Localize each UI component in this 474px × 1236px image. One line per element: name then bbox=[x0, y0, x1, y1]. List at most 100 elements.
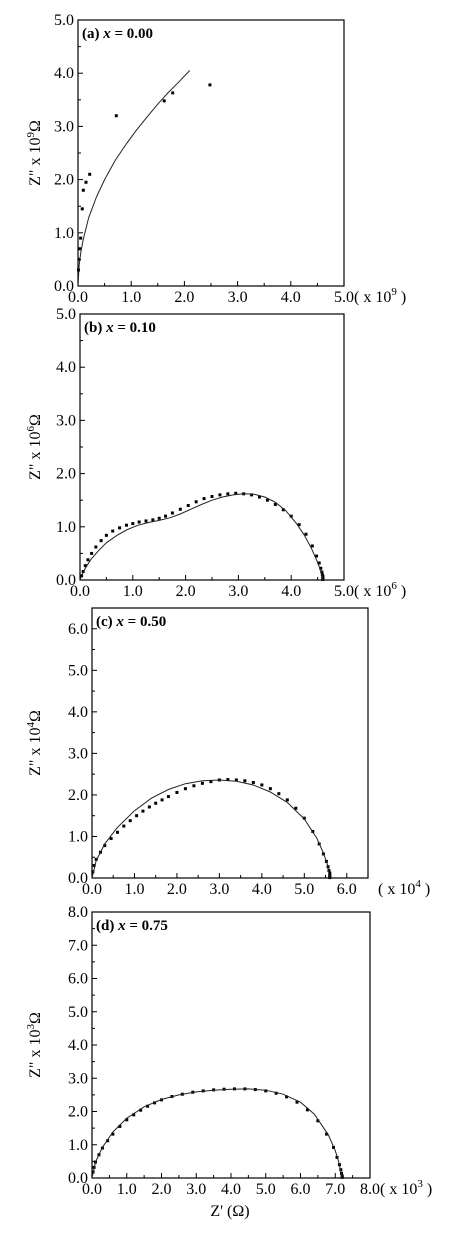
panel-b-data-point bbox=[250, 493, 254, 497]
panel-b-label: (b) x = 0.10 bbox=[84, 320, 156, 336]
panel-c-y-tick-label: 3.0 bbox=[68, 745, 88, 762]
panel-c-y-tick-label: 2.0 bbox=[68, 787, 88, 804]
panel-c-y-tick-label: 4.0 bbox=[68, 704, 88, 721]
panel-b-x-tick-label: 0.0 bbox=[70, 583, 90, 600]
panel-b-data-point bbox=[170, 511, 174, 515]
panel-b-data-point bbox=[281, 508, 285, 512]
panel-d-y-tick-label: 5.0 bbox=[68, 1004, 88, 1021]
panel-c-label: (c) x = 0.50 bbox=[96, 614, 166, 630]
panel-b-data-point bbox=[151, 518, 155, 522]
panel-c-y-tick-label: 5.0 bbox=[68, 662, 88, 679]
panel-c-y-tick-label: 0.0 bbox=[68, 870, 88, 887]
panel-c-x-tick-label: 3.0 bbox=[209, 881, 229, 898]
panel-c-x-unit: ( x 104 ) bbox=[378, 878, 430, 898]
panel-b-data-point bbox=[289, 514, 293, 518]
panel-d-y-tick-label: 6.0 bbox=[68, 971, 88, 988]
panel-d-frame bbox=[91, 911, 371, 1179]
panel-c-data-point bbox=[192, 784, 196, 788]
panel-d-y-tick-label: 4.0 bbox=[68, 1037, 88, 1054]
panel-b-data-point bbox=[90, 551, 94, 555]
panel-b-data-point bbox=[157, 516, 161, 520]
panel-d-x-tick-label: 6.0 bbox=[291, 1181, 311, 1198]
panel-b-x-tick-label: 4.0 bbox=[281, 583, 301, 600]
panel-b-data-point bbox=[297, 523, 301, 527]
panel-d-y-tick-label: 3.0 bbox=[68, 1070, 88, 1087]
panel-d-x-tick-label: 5.0 bbox=[256, 1181, 276, 1198]
panel-c-data-point bbox=[141, 809, 145, 813]
panel-c-x-tick-label: 4.0 bbox=[252, 881, 272, 898]
panel-a-data-point bbox=[84, 180, 88, 184]
panel-b-x-tick-label: 5.0 bbox=[334, 583, 354, 600]
panel-d-x-tick-label: 3.0 bbox=[186, 1181, 206, 1198]
panel-c-data-point bbox=[147, 805, 151, 809]
panel-b-data-point bbox=[226, 492, 230, 496]
panel-a-fit-line bbox=[77, 70, 191, 287]
panel-a-data-point bbox=[77, 257, 81, 261]
panel-d-data-point bbox=[325, 1132, 329, 1136]
panel-a-data-point bbox=[81, 188, 85, 192]
panel-d-x-tick-label: 0.0 bbox=[82, 1181, 102, 1198]
panel-b-data-point bbox=[320, 570, 324, 574]
panel-c-data-point bbox=[122, 824, 126, 828]
panel-c-data-point bbox=[175, 790, 179, 794]
panel-d-data-point bbox=[132, 1113, 136, 1117]
panel-c-data-point bbox=[183, 787, 187, 791]
panel-b-data-point bbox=[315, 554, 319, 558]
panel-c-data-point bbox=[251, 780, 255, 784]
panel-c-data-point bbox=[328, 871, 332, 875]
panel-b-data-point bbox=[111, 529, 115, 533]
panel-b-fit-line bbox=[79, 493, 324, 581]
panel-b-data-point bbox=[320, 573, 324, 577]
panel-b-data-point bbox=[86, 558, 90, 562]
panel-c-x-tick-label: 0.0 bbox=[82, 881, 102, 898]
panel-b-data-point bbox=[144, 519, 148, 523]
panel-a-data-point bbox=[78, 247, 82, 251]
panel-a-y-tick-label: 4.0 bbox=[54, 65, 74, 82]
panel-c-data-point bbox=[234, 778, 238, 782]
panel-b-data-point bbox=[118, 526, 122, 530]
panel-c-data-point bbox=[294, 806, 298, 810]
panel-d-x-tick-label: 4.0 bbox=[221, 1181, 241, 1198]
panel-d-x-tick-label: 2.0 bbox=[152, 1181, 172, 1198]
panel-c-y-tick-label: 6.0 bbox=[68, 621, 88, 638]
panel-b-data-point bbox=[210, 494, 214, 498]
panel-b-y-tick-label: 1.0 bbox=[56, 519, 76, 536]
panel-b-y-axis-label: Z" x 106Ω bbox=[25, 414, 44, 480]
panel-a-y-axis-label: Z" x 109Ω bbox=[25, 120, 44, 186]
panel-d-data-point bbox=[264, 1089, 268, 1093]
panel-a-x-unit: ( x 109 ) bbox=[354, 286, 406, 306]
panel-a-x-tick-label: 1.0 bbox=[121, 289, 141, 306]
panel-a-label: (a) x = 0.00 bbox=[82, 26, 153, 42]
panel-a-frame bbox=[77, 19, 345, 287]
panel-a-data-point bbox=[88, 172, 92, 176]
panel-c-data-point bbox=[91, 870, 95, 874]
panel-d-data-point bbox=[285, 1095, 289, 1099]
panel-c-x-tick-label: 2.0 bbox=[167, 881, 187, 898]
panel-c-data-point bbox=[260, 783, 264, 787]
panel-c-data-point bbox=[103, 844, 107, 848]
panel-d-fit-line bbox=[91, 1088, 343, 1179]
panel-a-x-tick-label: 4.0 bbox=[281, 289, 301, 306]
panel-c-data-point bbox=[209, 780, 213, 784]
panel-b-data-point bbox=[319, 566, 323, 570]
panel-b-x-unit: ( x 106 ) bbox=[354, 580, 406, 600]
panel-b-x-tick-label: 2.0 bbox=[176, 583, 196, 600]
panel-d-data-point bbox=[106, 1139, 110, 1143]
panel-b-data-point bbox=[273, 502, 277, 506]
panel-c-data-point bbox=[160, 798, 164, 802]
panel-b-data-point bbox=[265, 498, 269, 502]
panel-d-label: (d) x = 0.75 bbox=[96, 918, 168, 934]
panel-b-data-point bbox=[99, 539, 103, 543]
panel-b-data-point bbox=[202, 497, 206, 501]
panel-a-data-point bbox=[114, 114, 118, 118]
panel-a-x-tick-label: 5.0 bbox=[334, 289, 354, 306]
panel-b-data-point bbox=[258, 495, 262, 499]
panel-c-x-tick-label: 5.0 bbox=[294, 881, 314, 898]
panel-b-data-point bbox=[304, 532, 308, 536]
panel-d-y-axis-label: Z" x 103Ω bbox=[25, 1012, 44, 1078]
panel-d-y-tick-label: 8.0 bbox=[68, 904, 88, 921]
panel-b-data-point bbox=[178, 507, 182, 511]
panel-d-data-point bbox=[295, 1100, 299, 1104]
panel-b-y-tick-label: 0.0 bbox=[56, 572, 76, 589]
panel-d-y-tick-label: 1.0 bbox=[68, 1137, 88, 1154]
